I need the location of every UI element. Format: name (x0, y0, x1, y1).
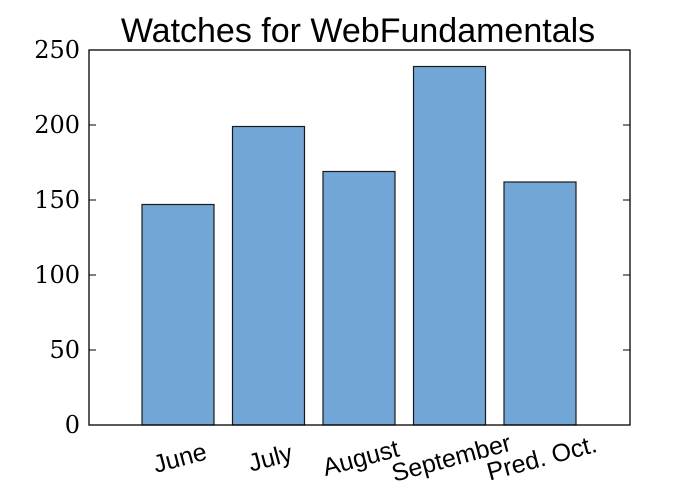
y-tick-label: 0 (65, 411, 80, 439)
bars-group (141, 65, 577, 426)
bar-pred-oct (503, 181, 577, 426)
bar-august (322, 170, 396, 426)
y-tick-label: 150 (34, 186, 80, 214)
x-tick-label: June (150, 438, 210, 479)
chart-title: Watches for WebFundamentals (121, 12, 595, 50)
bar-september (412, 65, 487, 426)
plot-frame (88, 49, 631, 426)
y-tick-label: 250 (34, 36, 80, 64)
bar-july (231, 125, 306, 426)
x-tick-label: July (245, 439, 296, 478)
y-tick-label: 100 (34, 261, 80, 289)
bar-june (141, 203, 215, 426)
x-tick-label: August (320, 435, 402, 482)
y-tick-label: 50 (49, 336, 80, 364)
y-tick-label: 200 (34, 111, 80, 139)
y-axis: 0 50 100 150 200 250 (34, 36, 630, 439)
